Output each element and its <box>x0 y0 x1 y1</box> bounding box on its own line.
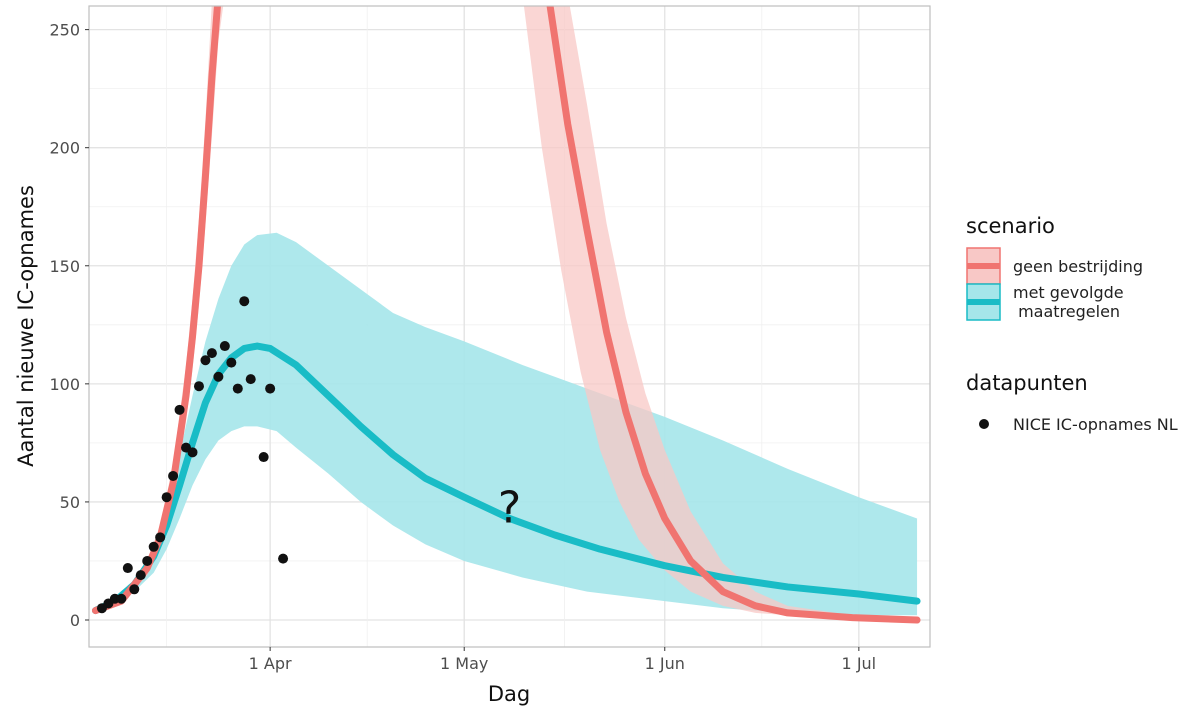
y-axis-ticks: 0 50 100 150 200 250 <box>49 21 89 630</box>
data-point <box>122 563 133 574</box>
data-point <box>148 541 159 552</box>
data-point <box>193 381 204 392</box>
data-point <box>219 341 230 352</box>
data-point <box>200 355 211 366</box>
data-point <box>226 357 237 368</box>
data-point <box>161 492 172 503</box>
x-tick-label: 1 Jun <box>645 654 685 673</box>
data-point <box>239 296 250 307</box>
y-tick-label: 150 <box>49 257 80 276</box>
legend-label-nice: NICE IC-opnames NL <box>1013 415 1178 434</box>
legend: scenario geen bestrijding met gevolgde maa… <box>966 214 1178 434</box>
legend-key-point <box>979 419 989 429</box>
x-tick-label: 1 Jul <box>842 654 877 673</box>
data-point <box>142 555 153 566</box>
legend-label-met-gevolgde-maatregelen: met gevolgde maatregelen <box>1013 283 1124 321</box>
data-point <box>135 570 146 581</box>
y-tick-label: 0 <box>70 611 80 630</box>
plot-panel: ? <box>88 5 931 648</box>
data-point <box>213 371 224 382</box>
x-axis-ticks: 1 Apr 1 May 1 Jun 1 Jul <box>249 647 876 673</box>
x-axis-label: Dag <box>488 682 530 706</box>
data-point <box>278 553 289 564</box>
data-point <box>155 532 166 543</box>
data-point <box>174 404 185 415</box>
question-mark-annotation: ? <box>498 483 521 534</box>
panel-border <box>88 5 931 648</box>
data-point <box>265 383 276 394</box>
data-point <box>129 584 140 595</box>
legend-label-geen-bestrijding: geen bestrijding <box>1013 257 1143 276</box>
y-tick-label: 250 <box>49 21 80 40</box>
y-axis-label: Aantal nieuwe IC-opnames <box>14 185 38 467</box>
x-tick-label: 1 Apr <box>249 654 292 673</box>
data-point <box>245 374 256 385</box>
line-met-gevolgde-maatregelen <box>91 342 921 615</box>
data-point <box>187 447 198 458</box>
data-point <box>206 348 217 359</box>
legend-title-datapunten: datapunten <box>966 371 1088 395</box>
y-tick-label: 200 <box>49 139 80 158</box>
legend-title-scenario: scenario <box>966 214 1055 238</box>
data-point <box>258 452 269 463</box>
y-tick-label: 100 <box>49 375 80 394</box>
data-point <box>116 593 127 604</box>
line-geen-bestrijding <box>546 6 921 624</box>
data-points <box>96 296 289 614</box>
band-met-gevolgde-maatregelen <box>95 232 918 616</box>
band-geen-bestrijding <box>523 6 918 620</box>
data-point <box>168 470 179 481</box>
y-tick-label: 50 <box>60 493 80 512</box>
data-point <box>232 383 243 394</box>
x-tick-label: 1 May <box>440 654 488 673</box>
